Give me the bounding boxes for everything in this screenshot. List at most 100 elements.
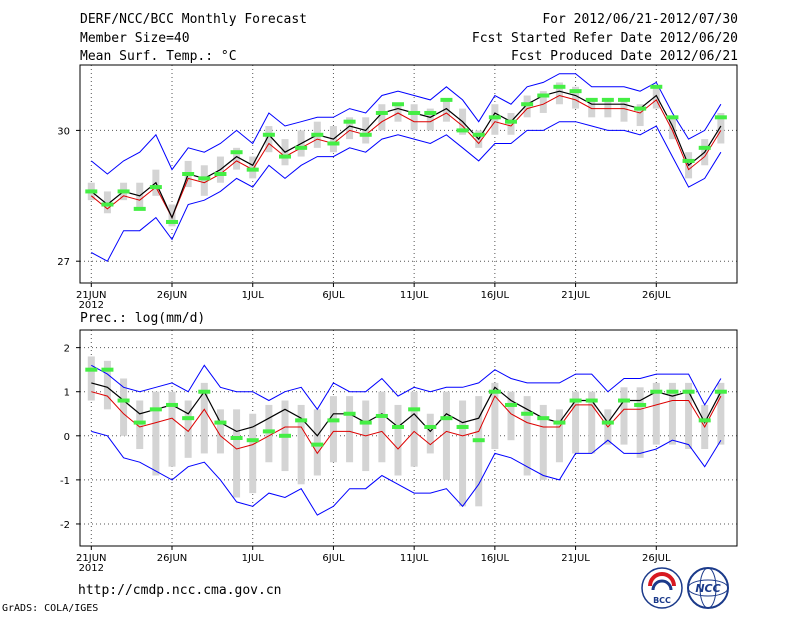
history-marker (698, 145, 711, 150)
ensemble-box (491, 382, 499, 450)
ensemble-box (249, 156, 257, 179)
history-marker (714, 115, 727, 120)
ensemble-box (329, 396, 337, 463)
ensemble-box (394, 404, 402, 476)
ensemble-box (378, 391, 386, 463)
ensemble-box (507, 112, 515, 135)
history-marker (585, 398, 598, 403)
ensemble-box (233, 409, 241, 498)
ensemble-box (184, 400, 192, 458)
plot-frame (79, 64, 738, 284)
history-marker (521, 102, 534, 107)
source-url[interactable]: http://cmdp.ncc.cma.gov.cn (78, 583, 282, 598)
ensemble-box (652, 382, 660, 445)
ensemble-box (717, 382, 725, 445)
ensemble-box (507, 391, 515, 441)
history-marker (650, 389, 663, 394)
history-marker (618, 97, 631, 102)
history-marker (327, 418, 340, 423)
ensemble-box (346, 117, 354, 140)
ensemble-box (475, 396, 483, 507)
history-marker (279, 154, 292, 159)
ensemble-box (168, 391, 176, 467)
ensemble-box (313, 409, 321, 476)
history-marker (230, 436, 243, 440)
ensemble-box (620, 387, 628, 445)
ensemble-box (572, 391, 580, 454)
history-marker (166, 219, 179, 224)
ensemble-box (233, 147, 241, 170)
x-tick-label: 26JUN (157, 553, 187, 564)
precipitation-chart: 21JUN 26JUN 1JUL 6JUL 11JUL 16JUL 21JUL 26JUL20… (60, 329, 738, 574)
ensemble-box (523, 95, 531, 118)
history-marker (424, 424, 437, 429)
history-marker (472, 438, 485, 443)
ensemble-box (200, 382, 208, 454)
history-marker (553, 420, 566, 425)
ensemble-median-line (90, 90, 722, 220)
ensemble-box (216, 409, 224, 454)
plot-frame (79, 329, 738, 547)
history-marker (601, 420, 614, 425)
history-marker (666, 389, 679, 394)
history-marker (537, 416, 550, 421)
ensemble-median-line (91, 382, 722, 437)
forecast-start-date: Fcst Started Refer Date 2012/06/20 (471, 31, 738, 46)
history-marker (246, 438, 259, 443)
history-marker (279, 433, 292, 438)
y-tick-label: 1 (64, 388, 70, 399)
history-marker (85, 189, 98, 194)
ensemble-box (442, 391, 450, 480)
upper-bound-line (91, 364, 722, 411)
ensemble-box (459, 400, 467, 507)
history-marker (262, 132, 275, 137)
ensemble-box (636, 387, 644, 458)
ensemble-box (555, 82, 563, 105)
ensemble-box (588, 391, 596, 454)
lower-bound-line (91, 121, 722, 262)
ensemble-box (620, 99, 628, 122)
history-marker (343, 411, 356, 416)
ensemble-mean-line (91, 391, 722, 455)
history-marker (149, 185, 162, 190)
x-tick-label: 1JUL (242, 290, 265, 301)
grads-credit: GrADS: COLA/IGES (2, 603, 99, 614)
history-marker (214, 420, 227, 425)
history-marker (440, 97, 453, 102)
history-marker (682, 158, 695, 163)
history-marker (440, 416, 453, 421)
history-marker (456, 424, 469, 429)
ensemble-box (200, 165, 208, 196)
ensemble-box (410, 391, 418, 467)
history-marker (198, 389, 211, 394)
history-marker (488, 389, 501, 394)
history-marker (166, 402, 179, 407)
ensemble-box (668, 382, 676, 445)
history-marker (101, 367, 114, 372)
history-marker (295, 418, 308, 423)
history-marker (472, 132, 485, 137)
x-tick-label: 11JUL (400, 290, 429, 301)
ensemble-box (426, 108, 434, 131)
ensemble-box (717, 112, 725, 144)
history-marker (375, 110, 388, 115)
history-marker (149, 407, 162, 412)
ensemble-mean-line (90, 94, 722, 219)
history-marker (311, 132, 324, 137)
x-tick-label: 21JUL (561, 553, 590, 564)
ensemble-box (87, 356, 95, 401)
x-tick-label: 11JUL (400, 553, 429, 564)
ensemble-box (539, 404, 547, 480)
history-marker (698, 418, 711, 423)
x-tick-label: 26JUL (642, 553, 671, 564)
history-marker (327, 141, 340, 146)
x-tick-label: 16JUL (481, 290, 510, 301)
y-tick-label: 30 (57, 126, 70, 137)
y-tick-label: 27 (57, 257, 70, 268)
history-marker (133, 420, 146, 425)
ensemble-box (265, 404, 273, 463)
ensemble-box (136, 400, 144, 450)
history-marker (666, 115, 679, 120)
history-marker (182, 172, 195, 176)
ensemble-box (378, 104, 386, 131)
